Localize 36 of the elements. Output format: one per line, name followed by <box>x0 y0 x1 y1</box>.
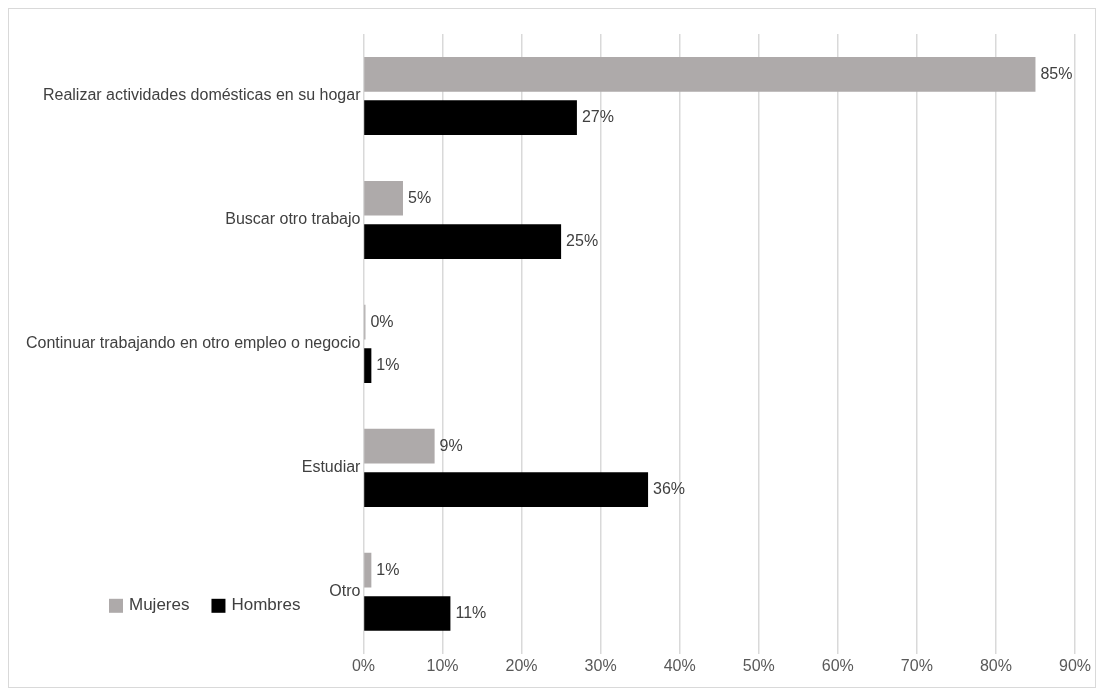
x-tick-label: 50% <box>742 656 775 674</box>
x-tick-label: 40% <box>663 656 696 674</box>
x-tick-label: 20% <box>505 656 538 674</box>
x-tick-label: 70% <box>900 656 933 674</box>
bar <box>364 56 1036 92</box>
y-tick-label: Buscar otro trabajo <box>225 210 361 228</box>
data-label: 5% <box>407 188 432 206</box>
data-label: 85% <box>1040 64 1073 82</box>
bar <box>364 428 435 464</box>
data-label: 27% <box>581 108 614 126</box>
legend-label: Hombres <box>231 595 301 615</box>
bar <box>364 100 577 136</box>
data-label: 36% <box>653 479 686 497</box>
data-label: 11% <box>455 603 487 621</box>
legend-label: Mujeres <box>129 595 190 615</box>
data-label: 9% <box>439 436 463 454</box>
x-tick-label: 60% <box>821 656 854 674</box>
bar <box>364 552 372 588</box>
y-tick-label: Otro <box>329 582 361 600</box>
bar <box>364 596 451 631</box>
x-tick-label: 90% <box>1058 656 1092 674</box>
x-tick-label: 10% <box>426 656 459 674</box>
x-tick-label: 30% <box>584 656 617 674</box>
y-tick-label: Continuar trabajando en otro empleo o negocio <box>26 334 361 352</box>
bar <box>364 472 649 507</box>
x-tick-label: 80% <box>979 656 1012 674</box>
y-tick-label: Estudiar <box>301 458 362 476</box>
data-label: 25% <box>566 232 599 250</box>
y-tick-label: Realizar actividades domésticas en su hogar <box>42 86 362 104</box>
x-tick-label: 0% <box>351 656 376 674</box>
bar <box>364 224 562 259</box>
bar <box>364 180 403 216</box>
bar <box>364 348 372 383</box>
data-label: 1% <box>376 560 400 578</box>
data-label: 0% <box>370 312 394 330</box>
data-label: 1% <box>376 356 400 373</box>
